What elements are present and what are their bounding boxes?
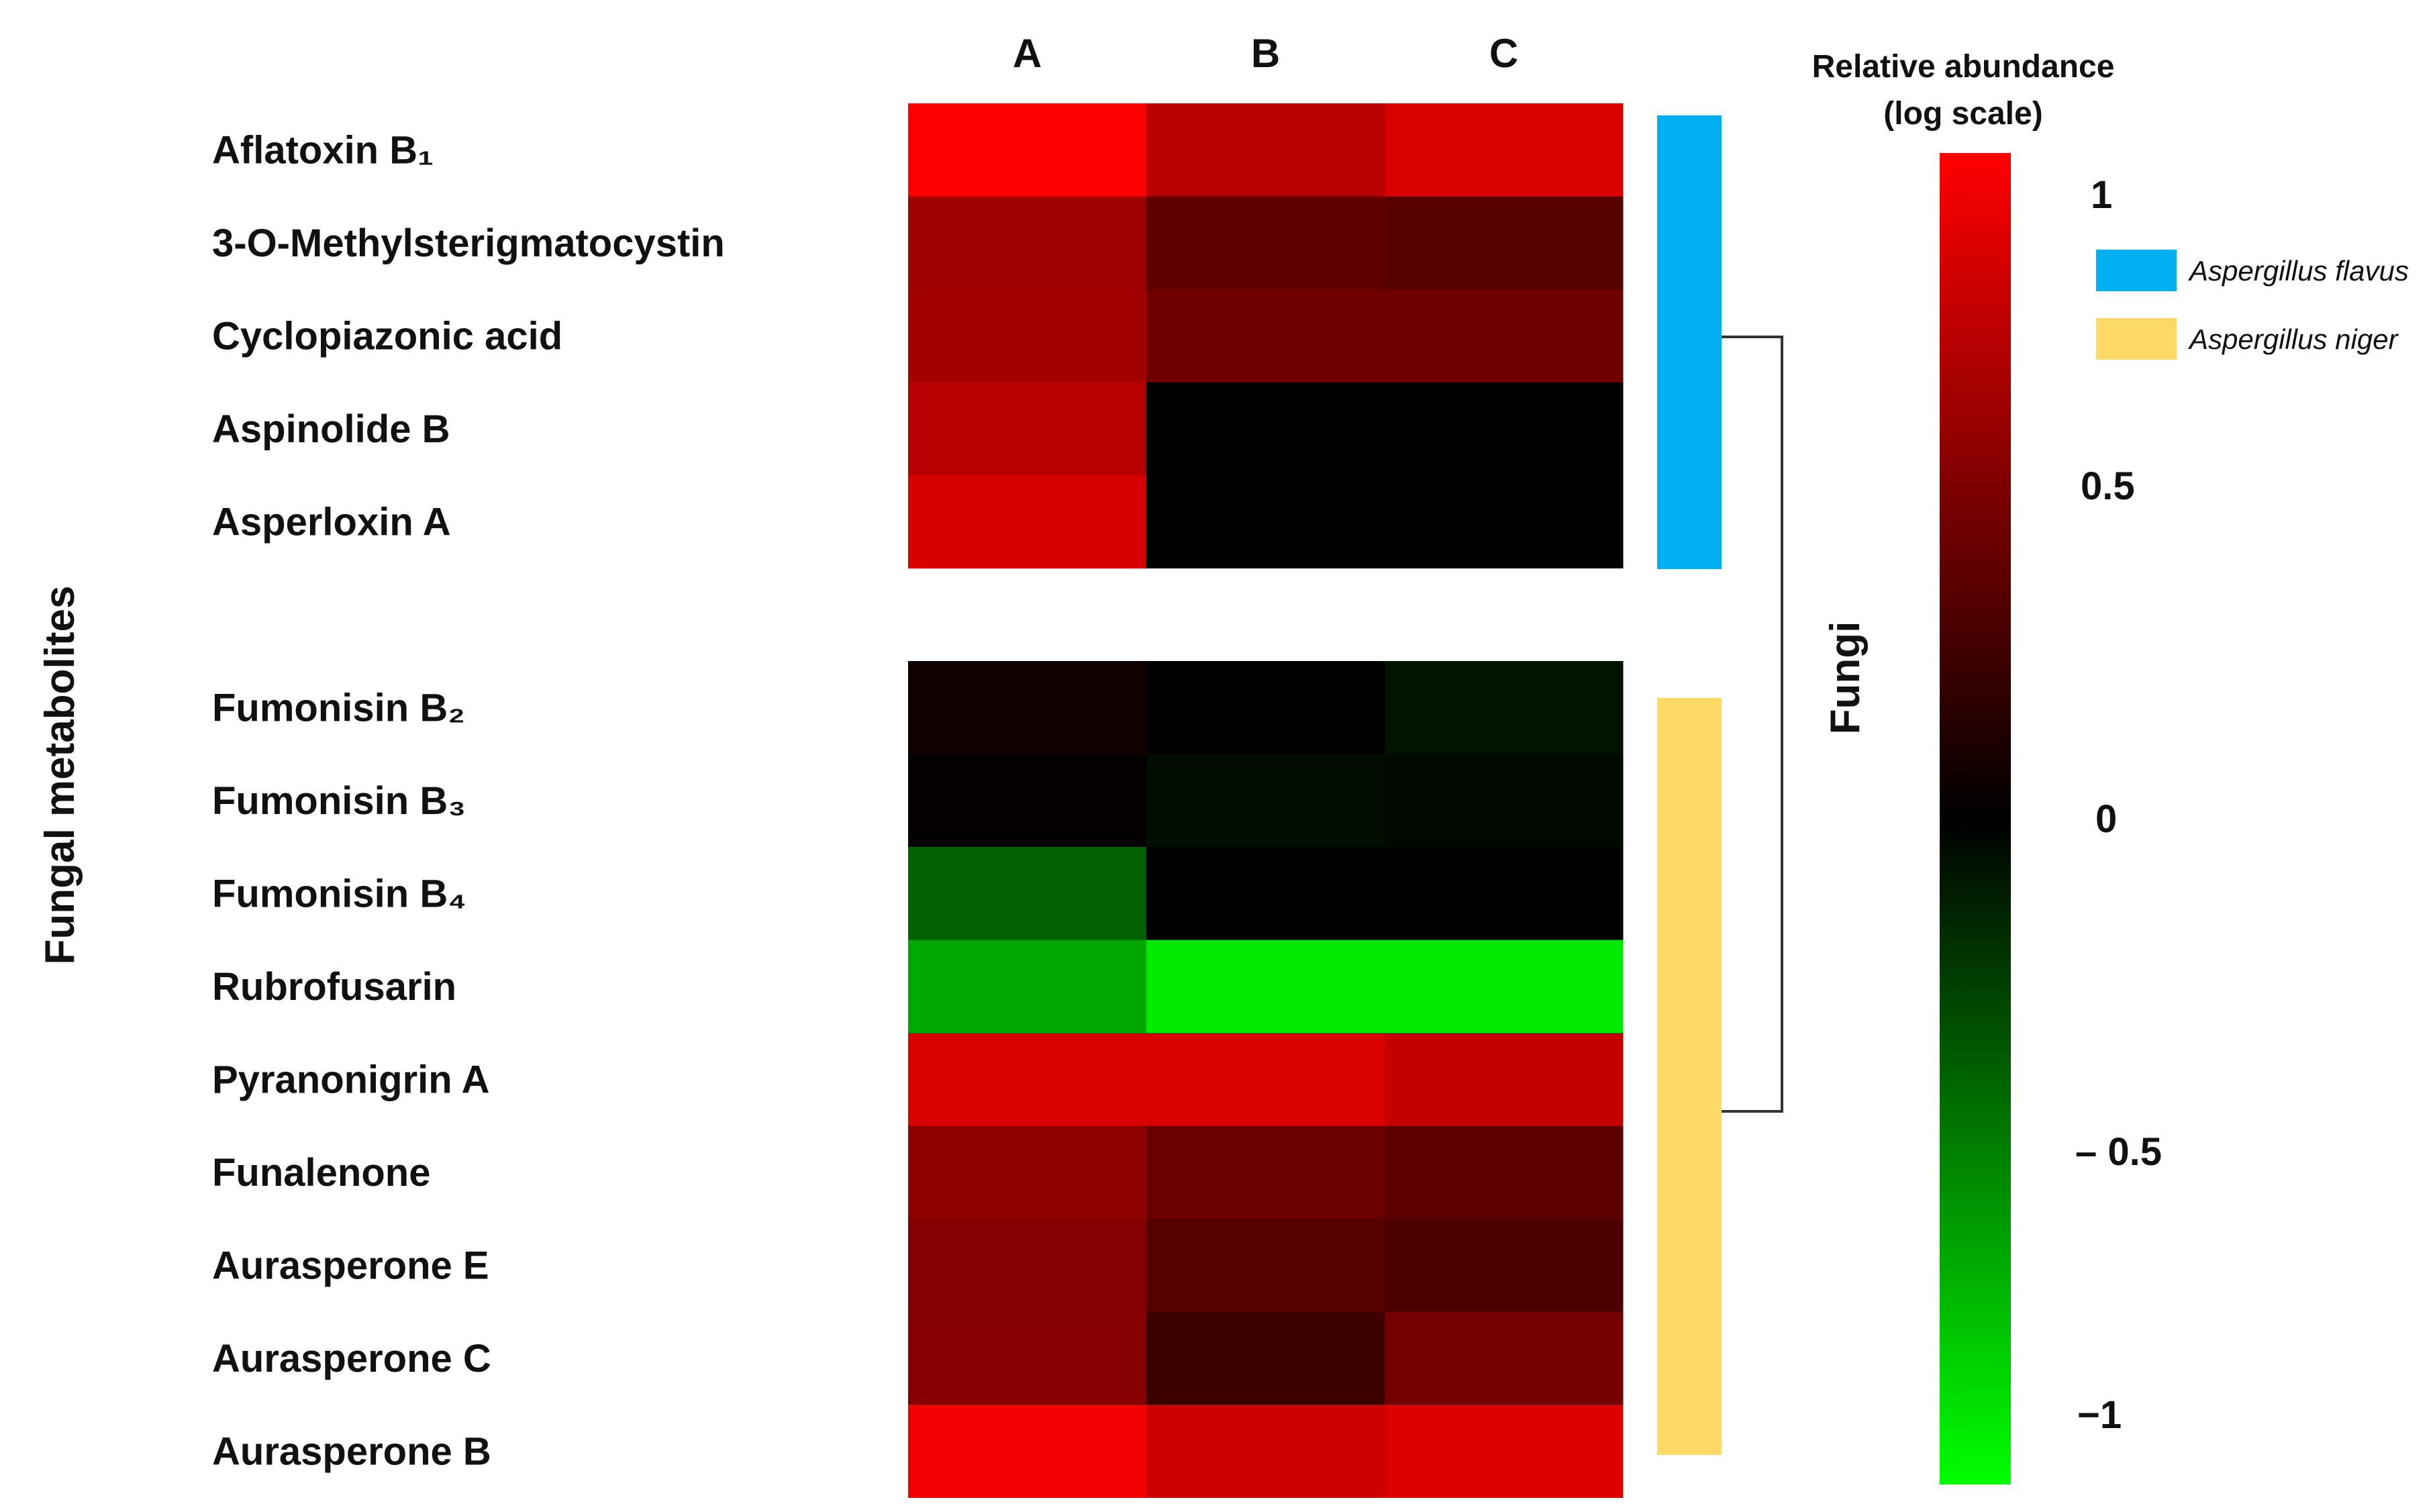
- color-scale: Relative abundance (log scale) 1 0.5 0 – 0.5 −…: [1812, 49, 2162, 1484]
- heatmap-cell: [1385, 1311, 1624, 1405]
- heatmap-cell: [908, 1033, 1147, 1126]
- row-labels: Aflatoxin B₁ 3-O-Methylsterigmatocystin Cy…: [212, 128, 725, 1473]
- heatmap-cell: [1385, 1219, 1624, 1312]
- heatmap-cell: [908, 754, 1147, 848]
- heatmap-cell: [1385, 1125, 1624, 1219]
- column-label-c: C: [1489, 31, 1518, 76]
- row-label: 3-O-Methylsterigmatocystin: [212, 221, 725, 265]
- color-scale-title: Relative abundance: [1812, 49, 2115, 85]
- heatmap-cell: [908, 847, 1147, 940]
- row-label: Pyranonigrin A: [212, 1058, 490, 1101]
- heatmap-cell: [1146, 1219, 1385, 1312]
- row-label: Aurasperone B: [212, 1429, 491, 1473]
- heatmap-cell: [908, 1311, 1147, 1405]
- heatmap-cell: [1146, 1405, 1385, 1498]
- heatmap-cell: [1146, 661, 1385, 754]
- y-axis-label: Fungal metabolites: [37, 586, 83, 965]
- heatmap-cells: [908, 103, 1624, 1498]
- dendrogram-bracket: [1722, 336, 1783, 1113]
- legend: Aspergillus flavus Aspergillus niger: [2096, 250, 2409, 360]
- heatmap-cell: [1385, 289, 1624, 383]
- heatmap-cell: [1385, 940, 1624, 1034]
- color-scale-tick: 1: [2091, 173, 2112, 217]
- heatmap-cell: [908, 1125, 1147, 1219]
- heatmap-cell: [1385, 475, 1624, 568]
- heatmap-cell: [908, 661, 1147, 754]
- heatmap-cell: [908, 475, 1147, 568]
- heatmap-cell: [1385, 1405, 1624, 1498]
- heatmap-cell: [1385, 754, 1624, 848]
- color-scale-subtitle: (log scale): [1883, 96, 2042, 132]
- heatmap-cell: [908, 196, 1147, 290]
- heatmap-cell: [908, 1219, 1147, 1312]
- heatmap-cell: [1385, 382, 1624, 476]
- row-label: Aspinolide B: [212, 407, 450, 451]
- legend-label: Aspergillus flavus: [2187, 255, 2409, 287]
- heatmap-cell: [1385, 196, 1624, 290]
- group-bar-aspergillus-flavus: [1657, 115, 1722, 569]
- row-label: Aurasperone C: [212, 1337, 491, 1380]
- heatmap-cell: [1385, 847, 1624, 940]
- heatmap-cell: [1146, 1033, 1385, 1126]
- group-bars: [1657, 115, 1722, 1455]
- column-label-a: A: [1013, 31, 1042, 76]
- row-label: Rubrofusarin: [212, 965, 456, 1009]
- row-label: Fumonisin B₂: [212, 686, 465, 729]
- heatmap-cell: [1146, 475, 1385, 568]
- color-scale-tick: 0.5: [2081, 464, 2135, 508]
- row-label: Fumonisin B₃: [212, 779, 466, 823]
- column-label-b: B: [1251, 31, 1280, 76]
- heatmap-cell: [1146, 196, 1385, 290]
- heatmap-cell: [1146, 754, 1385, 848]
- dendrogram: [1722, 336, 1783, 1113]
- row-label: Aflatoxin B₁: [212, 128, 434, 172]
- legend-swatch: [2096, 318, 2177, 360]
- legend-label: Aspergillus niger: [2187, 323, 2399, 355]
- row-label: Cyclopiazonic acid: [212, 314, 562, 358]
- heatmap-cell: [1385, 103, 1624, 197]
- color-scale-tick: −1: [2077, 1393, 2122, 1437]
- color-scale-bar: [1940, 153, 2011, 1484]
- heatmap-cell: [1146, 382, 1385, 476]
- heatmap-cell: [908, 382, 1147, 476]
- heatmap-cell: [908, 289, 1147, 383]
- column-labels: A B C: [1013, 31, 1518, 76]
- heatmap-cell: [1146, 940, 1385, 1034]
- color-scale-tick: 0: [2095, 797, 2117, 841]
- row-label: Fumonisin B₄: [212, 872, 466, 915]
- row-label: Asperloxin A: [212, 500, 451, 544]
- row-label: Aurasperone E: [212, 1244, 489, 1287]
- heatmap-cell: [908, 940, 1147, 1034]
- color-scale-tick: – 0.5: [2075, 1130, 2162, 1174]
- group-bar-aspergillus-niger: [1657, 698, 1722, 1455]
- legend-swatch: [2096, 250, 2177, 291]
- heatmap-cell: [1385, 1033, 1624, 1126]
- heatmap-cell: [1146, 289, 1385, 383]
- row-label: Funalenone: [212, 1151, 430, 1195]
- heatmap-cell: [1146, 1311, 1385, 1405]
- heatmap-cell: [908, 1405, 1147, 1498]
- heatmap-cell: [908, 103, 1147, 197]
- heatmap-cell: [1385, 661, 1624, 754]
- heatmap-cell: [1146, 847, 1385, 940]
- heatmap-cell: [1146, 103, 1385, 197]
- dendrogram-label: Fungi: [1822, 621, 1869, 735]
- heatmap-cell: [1146, 1125, 1385, 1219]
